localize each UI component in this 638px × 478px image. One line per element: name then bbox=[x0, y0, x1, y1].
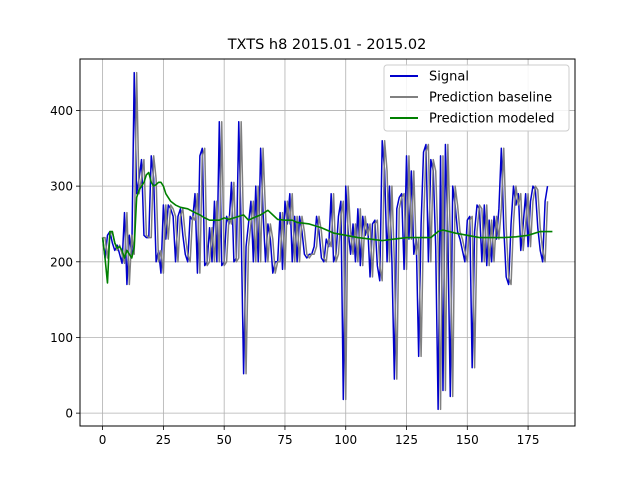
x-tick-label: 50 bbox=[217, 433, 232, 447]
y-tick-label: 0 bbox=[65, 407, 73, 421]
y-tick-label: 200 bbox=[50, 255, 73, 269]
series-line-prediction-baseline bbox=[102, 71, 549, 411]
y-tick-label: 100 bbox=[50, 331, 73, 345]
legend-label-prediction-baseline: Prediction baseline bbox=[429, 91, 552, 106]
x-axis-ticks: 0 25 50 75 100 125 150 175 bbox=[99, 426, 540, 447]
chart-title: TXTS h8 2015.01 - 2015.02 bbox=[227, 37, 427, 53]
x-tick-label: 75 bbox=[277, 433, 292, 447]
x-tick-label: 175 bbox=[517, 433, 540, 447]
plot-frame bbox=[79, 58, 576, 427]
legend-box bbox=[383, 64, 570, 132]
x-tick-label: 100 bbox=[334, 433, 357, 447]
series-layer bbox=[101, 71, 553, 411]
legend-label-signal: Signal bbox=[429, 70, 469, 85]
x-tick-label: 125 bbox=[395, 433, 418, 447]
series-line-prediction-modeled bbox=[101, 171, 553, 284]
x-tick-label: 150 bbox=[456, 433, 479, 447]
x-tick-label: 0 bbox=[99, 433, 107, 447]
legend-label-prediction-modeled: Prediction modeled bbox=[429, 112, 554, 127]
y-tick-label: 400 bbox=[50, 104, 73, 118]
legend: Signal Prediction baseline Prediction mode… bbox=[383, 64, 570, 132]
x-tick-label: 25 bbox=[156, 433, 171, 447]
y-axis-ticks: 0 100 200 300 400 bbox=[50, 104, 80, 421]
y-tick-label: 300 bbox=[50, 180, 73, 194]
